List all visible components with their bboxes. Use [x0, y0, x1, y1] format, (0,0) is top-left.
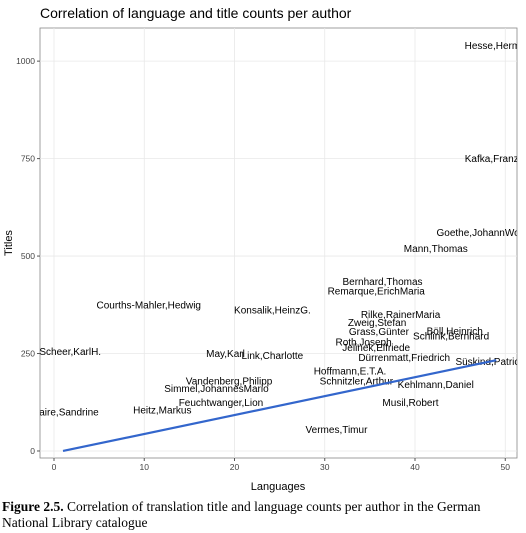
caption-text: Correlation of translation title and lan… — [2, 499, 481, 530]
point-label: Hoffmann,E.T.A. — [314, 367, 387, 378]
point-label: Kehlmann,Daniel — [398, 380, 474, 391]
grid — [37, 28, 517, 461]
point-label: Grass,Günter — [349, 327, 410, 338]
point-label: Dürrenmatt,Friedrich — [358, 353, 450, 364]
point-label: May,Karl — [206, 349, 245, 360]
y-tick-label: 500 — [21, 251, 35, 261]
point-label: Roth,Joseph — [335, 337, 391, 348]
point-label: Jelinek,Elfriede — [342, 343, 410, 354]
y-tick-label: 1000 — [16, 56, 35, 66]
point-label: Konsalik,HeinzG. — [234, 305, 311, 316]
x-tick-label: 30 — [320, 462, 330, 472]
y-tick-label: 250 — [21, 349, 35, 359]
point-label: Link,Charlotte — [242, 351, 304, 362]
x-tick-label: 0 — [52, 462, 57, 472]
point-label: Böll,Heinrich — [427, 326, 483, 337]
point-label: Scheer,KarlH. — [39, 347, 101, 358]
point-label: Heitz,Markus — [133, 406, 191, 417]
point-label: Mann,Thomas — [404, 244, 468, 255]
plot-panel — [39, 27, 518, 459]
point-label: Zweig,Stefan — [348, 318, 406, 329]
points: Hesse,Hermann Kafka,Franz Goethe,JohannWol… — [31, 41, 526, 453]
point-label: Courths-Mahler,Hedwig — [97, 300, 202, 311]
point-label: Simmel,JohannesMario — [164, 384, 269, 395]
x-tick-label: 40 — [410, 462, 420, 472]
point-label: Rilke,RainerMaria — [361, 310, 441, 321]
point-label: Feuchtwanger,Lion — [179, 398, 264, 409]
chart-title: Correlation of language and title counts… — [40, 5, 352, 21]
point-label: Remarque,ErichMaria — [328, 287, 426, 298]
y-axis-label: Titles — [3, 230, 15, 256]
point-label: Vandenberg,Philipp — [186, 376, 273, 387]
point-label: Schnitzler,Arthur — [320, 376, 394, 387]
point-label: Kafka,Franz — [465, 154, 519, 165]
point-label: Vermes,Timur — [306, 425, 369, 436]
x-axis-label: Languages — [251, 481, 306, 493]
point-label: Musil,Robert — [382, 398, 438, 409]
y-tick-label: 750 — [21, 154, 35, 164]
point-label: Hesse,Hermann — [465, 41, 526, 52]
trend-line — [62, 359, 497, 453]
point-label: Schlink,Bernhard — [413, 331, 489, 342]
point-label: Maire,Sandrine — [31, 407, 99, 418]
x-tick-label: 50 — [501, 462, 511, 472]
y-tick-label: 0 — [30, 446, 35, 456]
caption: Figure 2.5. Correlation of translation t… — [2, 499, 522, 531]
point-label: Bernhard,Thomas — [342, 277, 422, 288]
caption-label: Figure 2.5. — [2, 499, 64, 514]
x-tick-label: 10 — [140, 462, 150, 472]
point-label: Goethe,JohannWolfgang — [436, 228, 526, 239]
chart: Correlation of language and title counts… — [3, 5, 526, 493]
x-tick-label: 20 — [230, 462, 240, 472]
